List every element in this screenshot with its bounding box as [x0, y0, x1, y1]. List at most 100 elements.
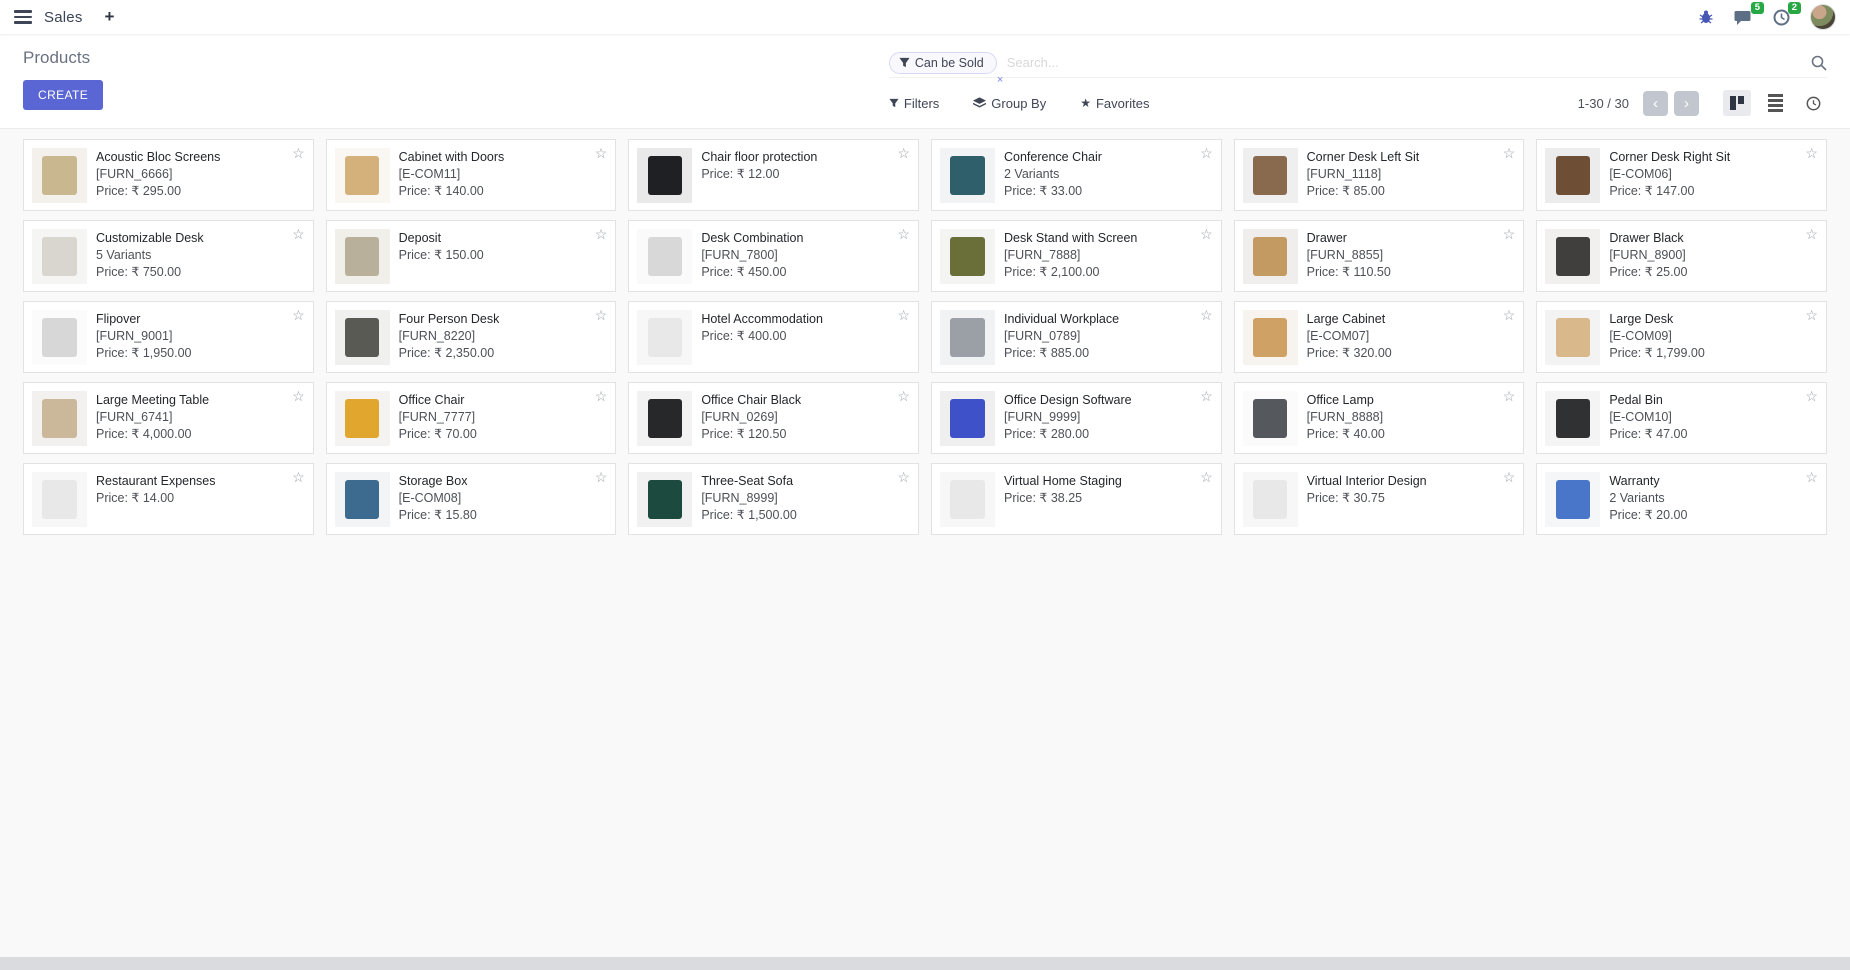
product-image: [637, 229, 693, 284]
favorite-star-icon[interactable]: ☆: [1805, 388, 1818, 404]
favorite-star-icon[interactable]: ☆: [1502, 226, 1516, 242]
search-icon[interactable]: [1811, 55, 1827, 71]
activities-clock-icon[interactable]: 2: [1773, 1, 1801, 26]
pager-prev-button[interactable]: ‹: [1643, 90, 1668, 116]
product-name: Office Lamp: [1306, 393, 1374, 407]
list-view-button[interactable]: [1761, 90, 1789, 116]
product-code: [FURN_8900]: [1609, 247, 1686, 262]
product-card[interactable]: Customizable Desk 5 Variants Price: ₹ 75…: [23, 220, 314, 292]
favorite-star-icon[interactable]: ☆: [1502, 145, 1516, 161]
favorite-star-icon[interactable]: ☆: [292, 388, 305, 404]
product-price: Price: ₹ 40.00: [1306, 426, 1385, 441]
product-card[interactable]: Drawer Black [FURN_8900] Price: ₹ 25.00 …: [1536, 220, 1827, 292]
product-card[interactable]: Office Chair [FURN_7777] Price: ₹ 70.00 …: [325, 382, 617, 454]
favorite-star-icon[interactable]: ☆: [1502, 307, 1516, 323]
favorite-star-icon[interactable]: ☆: [1805, 145, 1818, 161]
product-card[interactable]: Three-Seat Sofa [FURN_8999] Price: ₹ 1,5…: [628, 463, 919, 535]
product-card[interactable]: Virtual Interior Design Price: ₹ 30.75 ☆: [1233, 463, 1525, 535]
product-card[interactable]: Office Design Software [FURN_9999] Price…: [930, 382, 1222, 454]
product-card[interactable]: Four Person Desk [FURN_8220] Price: ₹ 2,…: [325, 301, 617, 373]
favorite-star-icon[interactable]: ☆: [1200, 388, 1213, 404]
product-name: Large Meeting Table: [96, 393, 210, 407]
product-code: [FURN_6666]: [96, 166, 173, 181]
favorite-star-icon[interactable]: ☆: [897, 226, 910, 242]
favorite-star-icon[interactable]: ☆: [594, 469, 608, 485]
favorites-button[interactable]: ★ Favorites: [1080, 95, 1150, 111]
favorite-star-icon[interactable]: ☆: [594, 145, 608, 161]
product-card[interactable]: Warranty 2 Variants Price: ₹ 20.00 ☆: [1536, 463, 1827, 535]
product-card[interactable]: Drawer [FURN_8855] Price: ₹ 110.50 ☆: [1233, 220, 1525, 292]
product-image: [939, 391, 995, 446]
product-card[interactable]: Cabinet with Doors [E-COM11] Price: ₹ 14…: [325, 139, 617, 211]
debug-bug-icon[interactable]: [1698, 9, 1714, 25]
favorite-star-icon[interactable]: ☆: [292, 145, 305, 161]
product-card[interactable]: Desk Combination [FURN_7800] Price: ₹ 45…: [628, 220, 919, 292]
favorite-star-icon[interactable]: ☆: [897, 307, 910, 323]
list-icon: [1767, 94, 1783, 112]
favorite-star-icon[interactable]: ☆: [1200, 226, 1213, 242]
favorite-star-icon[interactable]: ☆: [292, 469, 305, 485]
search-facet-can-be-sold[interactable]: Can be Sold: [888, 51, 997, 74]
product-card[interactable]: Individual Workplace [FURN_0789] Price: …: [930, 301, 1222, 373]
product-card[interactable]: Virtual Home Staging Price: ₹ 38.25 ☆: [930, 463, 1222, 535]
favorite-star-icon[interactable]: ☆: [292, 226, 305, 242]
favorite-star-icon[interactable]: ☆: [292, 307, 305, 323]
product-card[interactable]: Pedal Bin [E-COM10] Price: ₹ 47.00 ☆: [1536, 382, 1827, 454]
kanban-view-button[interactable]: [1723, 90, 1751, 116]
add-tab-button[interactable]: +: [104, 7, 115, 26]
product-price: Price: ₹ 110.50: [1306, 264, 1391, 279]
product-card[interactable]: Corner Desk Left Sit [FURN_1118] Price: …: [1233, 139, 1525, 211]
favorite-star-icon[interactable]: ☆: [1805, 469, 1818, 485]
product-card[interactable]: Large Cabinet [E-COM07] Price: ₹ 320.00 …: [1233, 301, 1525, 373]
favorite-star-icon[interactable]: ☆: [1805, 307, 1818, 323]
favorite-star-icon[interactable]: ☆: [1200, 307, 1213, 323]
product-name: Flipover: [96, 312, 141, 326]
create-button[interactable]: CREATE: [23, 80, 104, 110]
favorite-star-icon[interactable]: ☆: [594, 388, 608, 404]
favorite-star-icon[interactable]: ☆: [897, 145, 910, 161]
product-card[interactable]: Conference Chair 2 Variants Price: ₹ 33.…: [930, 139, 1222, 211]
product-card[interactable]: Deposit Price: ₹ 150.00 ☆: [325, 220, 617, 292]
favorite-star-icon[interactable]: ☆: [1502, 388, 1516, 404]
messages-icon[interactable]: 5: [1734, 1, 1764, 26]
product-card[interactable]: Large Meeting Table [FURN_6741] Price: ₹…: [23, 382, 314, 454]
product-image: [1242, 472, 1298, 527]
app-name[interactable]: Sales: [44, 8, 83, 26]
product-card[interactable]: Desk Stand with Screen [FURN_7888] Price…: [930, 220, 1222, 292]
product-card[interactable]: Hotel Accommodation Price: ₹ 400.00 ☆: [628, 301, 919, 373]
product-image: [1242, 148, 1298, 203]
filters-button[interactable]: Filters: [889, 96, 939, 111]
product-price: Price: ₹ 320.00: [1306, 345, 1392, 360]
product-price: Price: ₹ 120.50: [701, 426, 787, 441]
search-input[interactable]: [996, 55, 1811, 70]
product-image: [1242, 229, 1298, 284]
search-bar[interactable]: Can be Sold ×: [888, 48, 1827, 86]
favorite-star-icon[interactable]: ☆: [1200, 469, 1213, 485]
activity-view-button[interactable]: [1799, 90, 1827, 116]
favorite-star-icon[interactable]: ☆: [897, 388, 910, 404]
favorite-star-icon[interactable]: ☆: [1200, 145, 1213, 161]
favorite-star-icon[interactable]: ☆: [594, 226, 608, 242]
product-card[interactable]: Restaurant Expenses Price: ₹ 14.00 ☆: [23, 463, 314, 535]
product-card[interactable]: Office Chair Black [FURN_0269] Price: ₹ …: [628, 382, 919, 454]
favorite-star-icon[interactable]: ☆: [594, 307, 608, 323]
product-code: [E-COM11]: [398, 166, 461, 181]
main-menu-icon[interactable]: [14, 10, 32, 24]
product-card[interactable]: Corner Desk Right Sit [E-COM06] Price: ₹…: [1536, 139, 1827, 211]
product-card[interactable]: Flipover [FURN_9001] Price: ₹ 1,950.00 ☆: [23, 301, 314, 373]
product-kanban: Acoustic Bloc Screens [FURN_6666] Price:…: [0, 129, 1850, 535]
group-by-button[interactable]: Group By: [973, 96, 1046, 111]
product-card[interactable]: Large Desk [E-COM09] Price: ₹ 1,799.00 ☆: [1536, 301, 1827, 373]
user-avatar[interactable]: [1810, 4, 1836, 30]
pager-next-button[interactable]: ›: [1674, 90, 1699, 116]
bottom-scrollbar[interactable]: [0, 957, 1850, 970]
favorite-star-icon[interactable]: ☆: [897, 469, 910, 485]
product-card[interactable]: Office Lamp [FURN_8888] Price: ₹ 40.00 ☆: [1233, 382, 1525, 454]
view-switcher: [1723, 90, 1827, 116]
favorite-star-icon[interactable]: ☆: [1502, 469, 1516, 485]
facet-remove-icon[interactable]: ×: [996, 74, 1004, 86]
favorite-star-icon[interactable]: ☆: [1805, 226, 1818, 242]
product-card[interactable]: Acoustic Bloc Screens [FURN_6666] Price:…: [23, 139, 314, 211]
product-card[interactable]: Chair floor protection Price: ₹ 12.00 ☆: [628, 139, 919, 211]
product-card[interactable]: Storage Box [E-COM08] Price: ₹ 15.80 ☆: [325, 463, 617, 535]
